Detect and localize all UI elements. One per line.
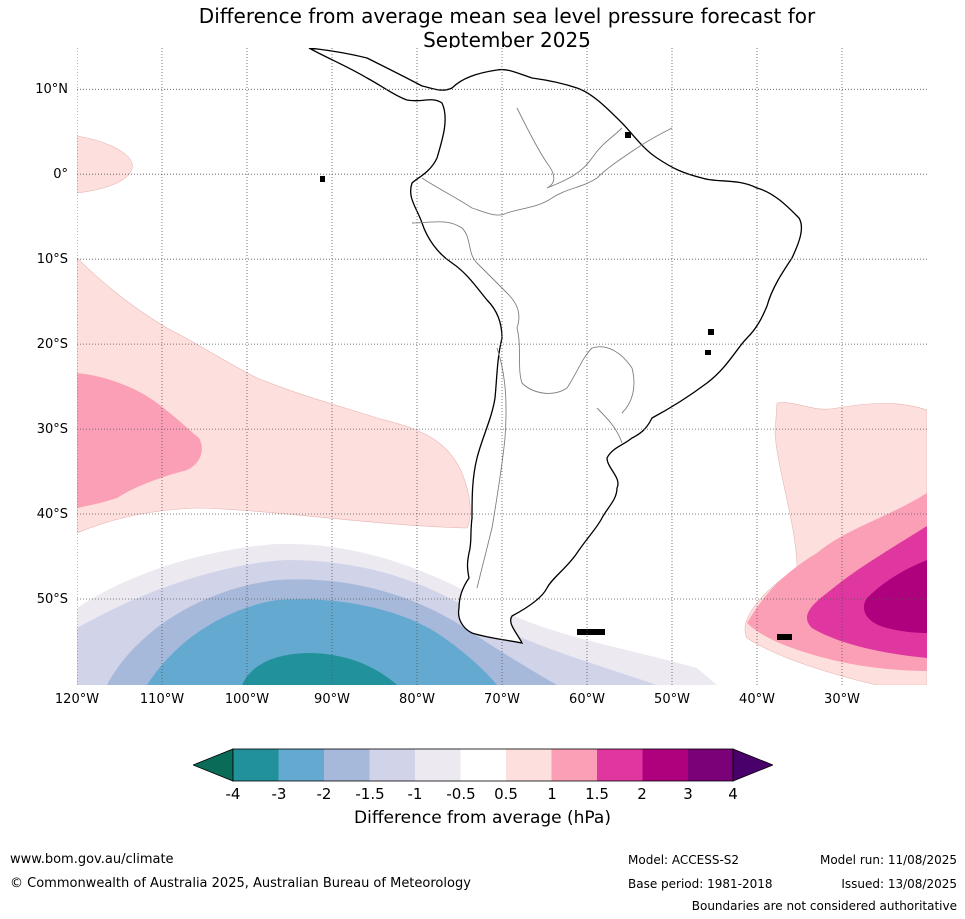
colorbar-bin — [369, 749, 415, 781]
colorbar-extend-low — [191, 748, 234, 782]
colorbar-bin — [324, 749, 370, 781]
colorbar-tick: -1 — [407, 785, 423, 803]
footer-base-period: Base period: 1981-2018 — [628, 877, 773, 891]
colorbar-tick: -2 — [316, 785, 332, 803]
footer-url[interactable]: www.bom.gov.au/climate — [10, 852, 174, 867]
footer-disclaimer: Boundaries are not considered authoritat… — [691, 899, 957, 913]
colorbar-bin — [233, 749, 279, 781]
lat-label-30s: 30°S — [36, 422, 68, 437]
lon-label-80w: 80°W — [399, 692, 435, 707]
lat-label-0: 0° — [53, 167, 68, 182]
lat-label-10n: 10°N — [35, 82, 68, 97]
colorbar-bin — [278, 749, 324, 781]
lat-label-10s: 10°S — [36, 252, 68, 267]
lon-label-70w: 70°W — [484, 692, 520, 707]
colorbar-bin — [597, 749, 643, 781]
lat-label-40s: 40°S — [36, 507, 68, 522]
colorbar-tick: -3 — [271, 785, 287, 803]
lon-label-110w: 110°W — [139, 692, 185, 707]
footer-model: Model: ACCESS-S2 — [628, 853, 740, 867]
contour-neg-2 — [147, 599, 497, 685]
country-borders — [411, 107, 673, 589]
colorbar-bin — [415, 749, 461, 781]
colorbar-frame — [232, 748, 734, 782]
colorbar-tick: 2 — [637, 785, 647, 803]
map-title: Difference from average mean sea level p… — [0, 4, 965, 52]
pressure-anomaly-map — [77, 48, 927, 685]
lon-label-60w: 60°W — [569, 692, 605, 707]
colorbar-tick: 3 — [683, 785, 693, 803]
colorbar-tick: 4 — [728, 785, 738, 803]
colorbar-bin — [688, 749, 733, 781]
south-america-coastline — [308, 48, 803, 644]
graticule — [77, 48, 927, 685]
colorbar-tick: -4 — [225, 785, 241, 803]
colorbar-bin — [642, 749, 688, 781]
colorbar-bin — [460, 749, 506, 781]
contour-pos-0.5-eq-pacific — [77, 135, 133, 194]
contour-neg-3 — [242, 653, 397, 685]
map-canvas — [77, 48, 927, 685]
footer-issued: Issued: 13/08/2025 — [841, 877, 957, 891]
colorbar-tick: 0.5 — [494, 785, 518, 803]
lon-label-90w: 90°W — [314, 692, 350, 707]
islands — [320, 132, 792, 640]
colorbar-tick: 1 — [547, 785, 557, 803]
lat-label-20s: 20°S — [36, 337, 68, 352]
contour-pos-2-s-atlantic — [863, 560, 927, 633]
lon-label-100w: 100°W — [224, 692, 270, 707]
colorbar-bin — [551, 749, 597, 781]
lon-label-120w: 120°W — [54, 692, 100, 707]
colorbar-title: Difference from average (hPa) — [354, 808, 611, 828]
colorbar-tick: -0.5 — [446, 785, 476, 803]
colorbar-tick: -1.5 — [355, 785, 385, 803]
colorbar-tick: 1.5 — [585, 785, 609, 803]
footer-model-run: Model run: 11/08/2025 — [819, 853, 957, 867]
footer-copyright: © Commonwealth of Australia 2025, Austra… — [10, 876, 471, 891]
contour-pos-1-se-pacific — [77, 373, 202, 508]
colorbar-extend-high — [732, 748, 775, 782]
lon-label-30w: 30°W — [824, 692, 860, 707]
colorbar — [191, 748, 775, 782]
lon-label-40w: 40°W — [739, 692, 775, 707]
lat-label-50s: 50°S — [36, 592, 68, 607]
colorbar-svg — [191, 748, 775, 782]
colorbar-bin — [506, 749, 552, 781]
title-line-1: Difference from average mean sea level p… — [198, 4, 816, 28]
lon-label-50w: 50°W — [654, 692, 690, 707]
